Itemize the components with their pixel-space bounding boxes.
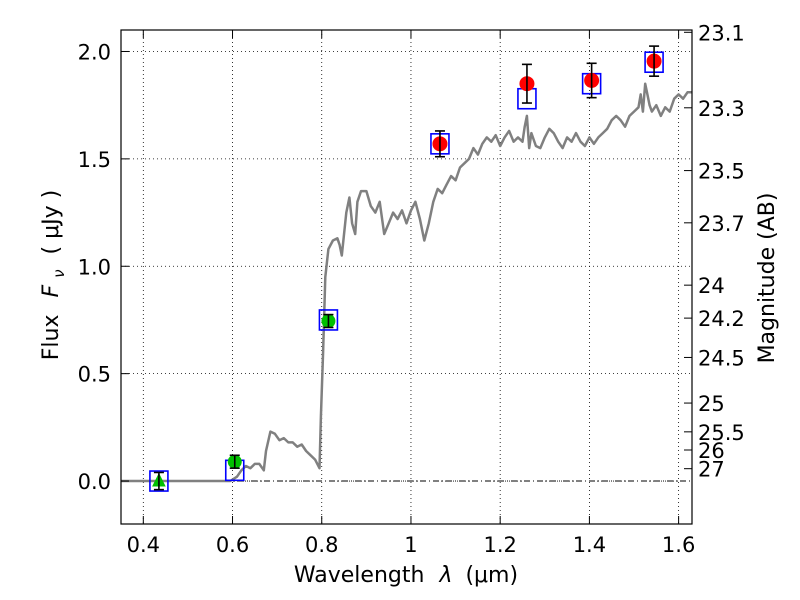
y2-tick-label: 23.5 [698, 160, 745, 184]
y2-tick-label: 24 [698, 274, 725, 298]
y-axis-label-unit: ( μJy ) [39, 190, 64, 255]
plot-area [121, 45, 692, 492]
y-axis-label-text: Flux [39, 314, 64, 360]
y2-tick-label: 24.2 [698, 307, 745, 331]
y2-tick-label: 24.5 [698, 346, 745, 370]
y-tick-label: 0.5 [78, 363, 111, 387]
y2-tick-label: 23.7 [698, 212, 745, 236]
y2-tick-label: 26 [698, 439, 725, 463]
x-tick-label: 1 [404, 533, 417, 557]
grid-lines [121, 30, 692, 524]
model-spectrum-line [121, 82, 692, 483]
y2-tick-label: 23.3 [698, 97, 745, 121]
y2-axis-label: Magnitude (AB) [755, 193, 780, 364]
y-tick-label: 1.0 [78, 255, 111, 279]
y-axis-label: Flux F ν ( μJy ) [39, 190, 70, 360]
x-axis-label-text: Wavelength [294, 563, 425, 588]
y2-tick-label: 27 [698, 458, 725, 482]
x-tick-label: 0.4 [127, 533, 160, 557]
y-axis-label-subscript: ν [50, 269, 68, 277]
y2-tick-label: 25 [698, 392, 725, 416]
model-flux-box [149, 470, 169, 492]
y2-tick-label: 25.5 [698, 421, 745, 445]
axis-ticks: 0.4 0.6 0.8 1 1.2 1.4 1.6 0.0 0.5 1.0 1.5 2.0 23.1 23… [78, 21, 745, 557]
y-tick-label: 0.0 [78, 470, 111, 494]
x-axis-label-symbol: λ [438, 563, 452, 588]
x-tick-label: 0.6 [216, 533, 249, 557]
plot-frame [120, 29, 693, 525]
x-tick-label: 1.6 [662, 533, 695, 557]
y-tick-label: 1.5 [78, 148, 111, 172]
y-axis-label-symbol: F [39, 284, 64, 297]
x-axis-label: Wavelength λ (μm) [294, 563, 518, 588]
x-tick-label: 0.8 [305, 533, 338, 557]
model-flux-box [318, 309, 339, 331]
y2-tick-label: 23.1 [698, 21, 745, 45]
y-tick-label: 2.0 [78, 40, 111, 64]
x-tick-label: 1.4 [573, 533, 606, 557]
x-axis-label-unit: (μm) [465, 563, 518, 588]
x-tick-label: 1.2 [483, 533, 516, 557]
